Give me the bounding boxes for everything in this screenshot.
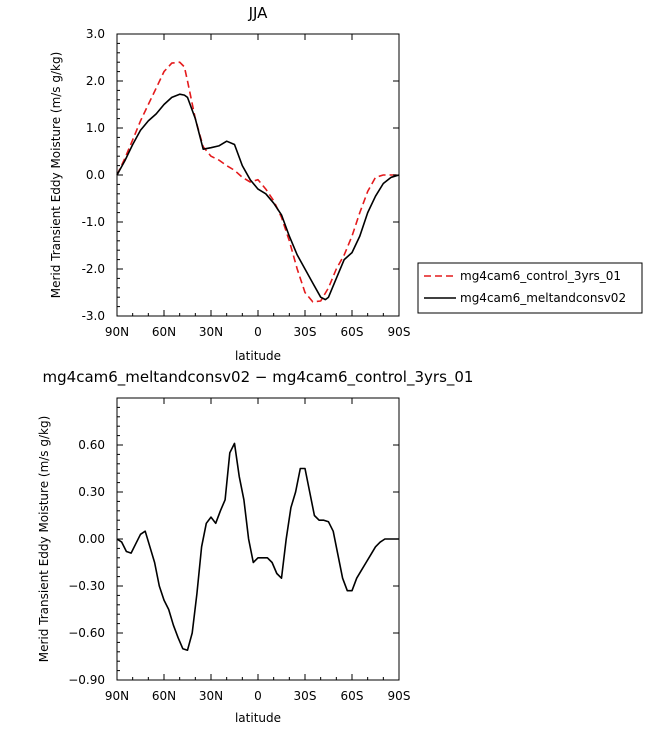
y-tick-label: 2.0 [86, 74, 105, 88]
y-tick-label: −0.60 [68, 626, 105, 640]
chart-title: mg4cam6_meltandconsv02 − mg4cam6_control… [43, 368, 474, 387]
x-tick-label: 90S [388, 689, 411, 703]
y-tick-label: 0.60 [78, 438, 105, 452]
x-tick-label: 90S [388, 325, 411, 339]
series-line-2 [116, 93, 400, 301]
legend: mg4cam6_control_3yrs_01 mg4cam6_meltandco… [417, 262, 643, 314]
x-tick-label: 60S [341, 325, 364, 339]
y-tick-label: 0.30 [78, 485, 105, 499]
legend-label: mg4cam6_meltandconsv02 [460, 291, 626, 305]
y-tick-label: −0.30 [68, 579, 105, 593]
y-tick-label: 0.00 [78, 532, 105, 546]
series-line-1 [116, 61, 399, 303]
series-line-1 [116, 442, 399, 652]
x-tick-label: 30N [199, 325, 223, 339]
y-axis-label: Merid Transient Eddy Moisture (m/s g/kg) [37, 416, 51, 663]
x-axis-label: latitude [235, 349, 281, 363]
x-tick-label: 30N [199, 689, 223, 703]
x-tick-label: 0 [254, 689, 262, 703]
y-tick-label: −0.90 [68, 673, 105, 687]
legend-label: mg4cam6_control_3yrs_01 [460, 269, 621, 283]
chart-title: JJA [248, 4, 269, 22]
chart-panel-2: mg4cam6_meltandconsv02 − mg4cam6_control… [37, 368, 473, 725]
y-tick-label: 0.0 [86, 168, 105, 182]
x-tick-label: 60S [341, 689, 364, 703]
y-tick-label: -2.0 [82, 262, 105, 276]
y-tick-label: 3.0 [86, 27, 105, 41]
x-tick-label: 90N [105, 325, 129, 339]
x-tick-label: 30S [294, 689, 317, 703]
x-tick-label: 30S [294, 325, 317, 339]
x-tick-label: 60N [152, 689, 176, 703]
y-tick-label: -1.0 [82, 215, 105, 229]
y-tick-label: -3.0 [82, 309, 105, 323]
plot-frame [116, 33, 400, 317]
chart-panel-1: JJA 90N 60N 30N 0 30S 60S 90S 3.0 2.0 1.0 0.0 -1.0 -2… [49, 4, 643, 363]
plot-frame [116, 397, 400, 681]
x-axis-label: latitude [235, 711, 281, 725]
y-axis-label: Merid Transient Eddy Moisture (m/s g/kg) [49, 52, 63, 299]
x-tick-label: 90N [105, 689, 129, 703]
legend-box [417, 262, 643, 314]
y-tick-label: 1.0 [86, 121, 105, 135]
x-tick-label: 0 [254, 325, 262, 339]
x-tick-label: 60N [152, 325, 176, 339]
